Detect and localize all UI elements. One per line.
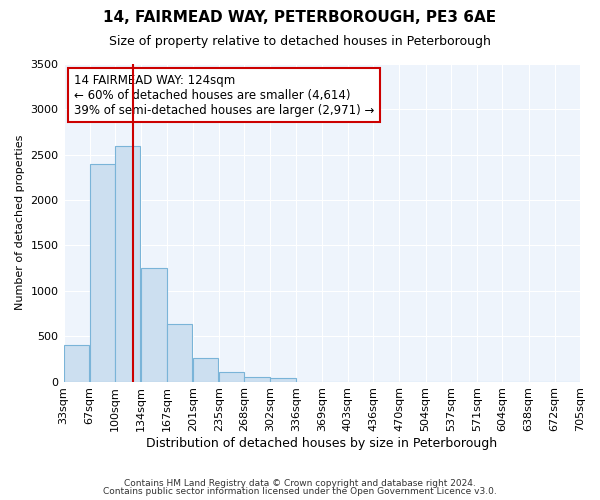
Bar [89, 164, 115, 382]
Text: Size of property relative to detached houses in Peterborough: Size of property relative to detached ho… [109, 35, 491, 48]
Bar [64, 346, 89, 382]
Bar [141, 268, 167, 382]
Y-axis label: Number of detached properties: Number of detached properties [15, 135, 25, 310]
Bar [167, 324, 192, 382]
X-axis label: Distribution of detached houses by size in Peterborough: Distribution of detached houses by size … [146, 437, 497, 450]
Text: 14, FAIRMEAD WAY, PETERBOROUGH, PE3 6AE: 14, FAIRMEAD WAY, PETERBOROUGH, PE3 6AE [103, 10, 497, 25]
Text: Contains HM Land Registry data © Crown copyright and database right 2024.: Contains HM Land Registry data © Crown c… [124, 478, 476, 488]
Bar [193, 358, 218, 382]
Bar [270, 378, 296, 382]
Bar [244, 376, 269, 382]
Text: 14 FAIRMEAD WAY: 124sqm
← 60% of detached houses are smaller (4,614)
39% of semi: 14 FAIRMEAD WAY: 124sqm ← 60% of detache… [74, 74, 374, 116]
Bar [219, 372, 244, 382]
Text: Contains public sector information licensed under the Open Government Licence v3: Contains public sector information licen… [103, 487, 497, 496]
Bar [115, 146, 140, 382]
